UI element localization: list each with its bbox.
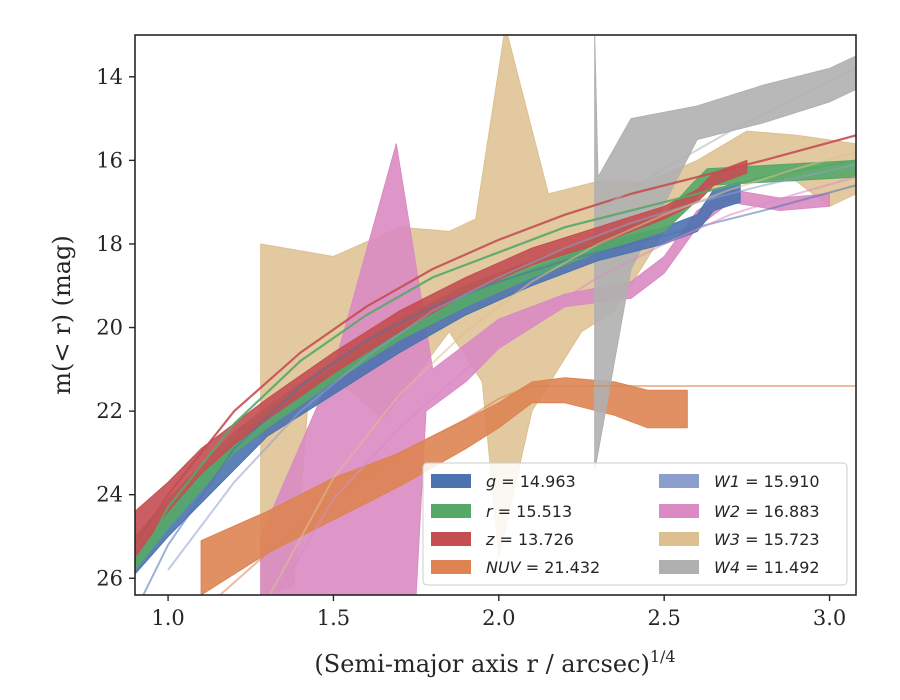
y-tick-label: 14 [96, 65, 123, 89]
legend-swatch-w3 [659, 532, 699, 546]
model-curve-w4 [597, 67, 856, 212]
x-tick-label: 3.0 [813, 606, 846, 630]
y-tick-label: 20 [96, 316, 123, 340]
legend-swatch-w1 [659, 474, 699, 488]
model-curve-nuv [218, 385, 856, 595]
model-curve-z [135, 134, 856, 546]
legend-swatch-g [431, 474, 471, 488]
plot-frame [134, 34, 857, 596]
x-tick-label: 2.5 [647, 606, 680, 630]
y-axis-ticks: 14 16 18 20 22 24 26 [96, 65, 135, 590]
y-tick-label: 26 [96, 566, 123, 590]
x-tick-label: 1.5 [317, 606, 350, 630]
legend-label-z: z = 13.726 [485, 530, 574, 549]
x-axis-label-superscript: 1/4 [650, 647, 676, 666]
legend-label-w1: W1 = 15.910 [714, 472, 820, 491]
y-axis-label: m(< r) (mag) [48, 235, 76, 394]
legend-label-nuv: NUV = 21.432 [486, 558, 600, 577]
legend-label-w2: W2 = 16.883 [714, 502, 820, 521]
legend-frame [422, 462, 848, 586]
legend: g = 14.963 r = 15.513 z = 13.726 NUV = 21.4… [422, 462, 848, 586]
y-tick-label: 24 [96, 483, 123, 507]
model-curve-w1 [167, 163, 856, 571]
x-axis-ticks: 1.0 1.5 2.0 2.5 3.0 [151, 595, 846, 630]
legend-swatch-w4 [659, 560, 699, 574]
legend-label-w3: W3 = 15.723 [714, 530, 820, 549]
model-curves [135, 67, 856, 595]
model-curve-w3 [268, 151, 856, 595]
y-tick-label: 18 [96, 232, 123, 256]
model-curve-r [135, 159, 856, 571]
y-tick-label: 22 [96, 399, 123, 423]
legend-label-w4: W4 = 11.492 [714, 558, 820, 577]
legend-swatch-r [431, 504, 471, 518]
legend-label-g: g = 14.963 [486, 472, 576, 491]
x-tick-label: 2.0 [482, 606, 515, 630]
model-curve-w2 [275, 176, 856, 595]
x-axis-label: (Semi-major axis r / arcsec)1/4 [314, 647, 675, 678]
band-w4 [594, 35, 856, 471]
legend-swatch-z [431, 532, 471, 546]
legend-label-r: r = 15.513 [486, 502, 572, 521]
x-tick-label: 1.0 [151, 606, 184, 630]
y-tick-label: 16 [96, 148, 123, 172]
legend-swatch-w2 [659, 504, 699, 518]
legend-swatch-nuv [431, 560, 471, 574]
